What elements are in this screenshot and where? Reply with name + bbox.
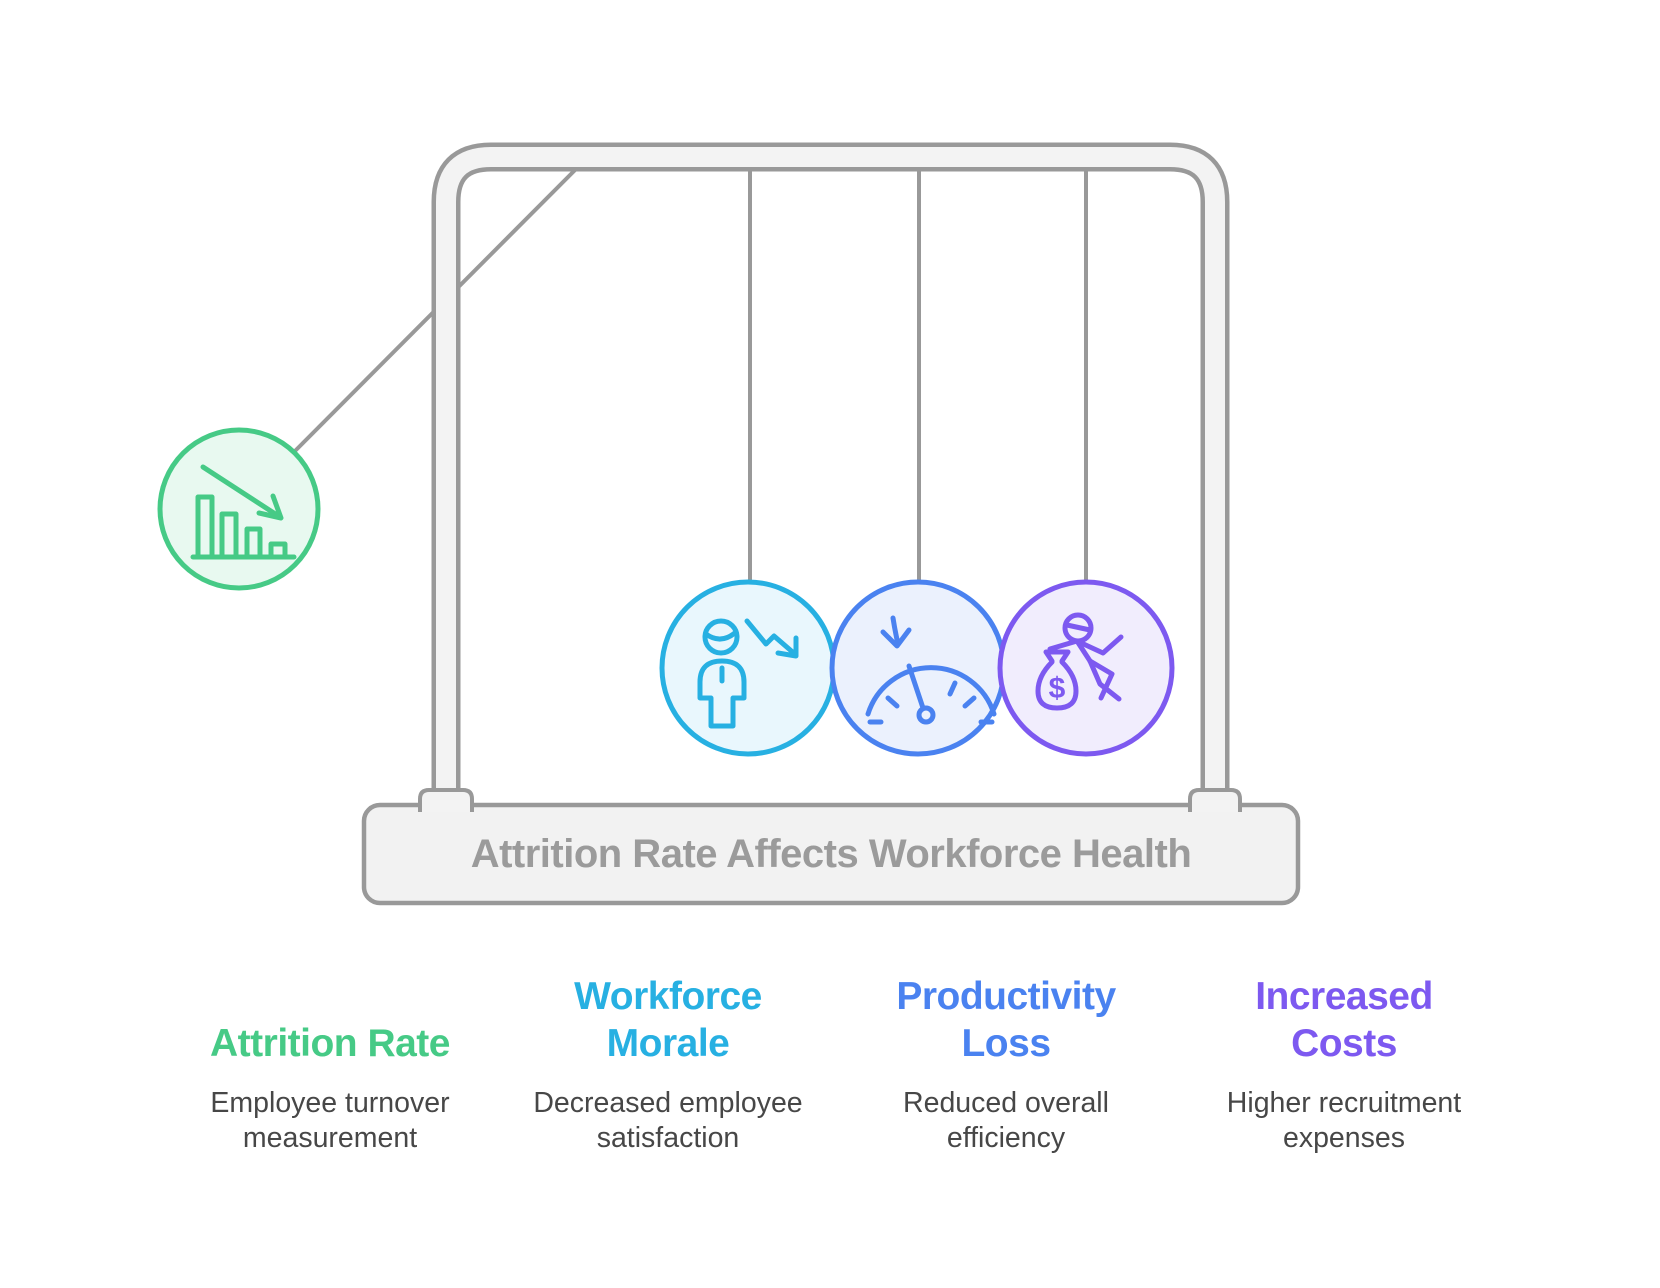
cradle-frame [431, 142, 1230, 793]
frame-fill [436, 147, 1225, 793]
ball-productivity-loss [829, 579, 1007, 757]
ball-circle [157, 427, 321, 591]
column-attrition-rate: Attrition Rate Employee turnover measure… [165, 973, 495, 1156]
description-line-1: Reduced overall [903, 1087, 1109, 1119]
pendulum-strings [292, 158, 1088, 590]
gauge-decline-icon [865, 615, 997, 725]
column-heading: Attrition Rate [165, 973, 495, 1067]
description-line-1: Employee turnover [210, 1087, 450, 1119]
column-heading: Workforce Morale [503, 973, 833, 1067]
column-workforce-morale: Workforce Morale Decreased employee sati… [503, 973, 833, 1156]
column-description: Employee turnover measurement [165, 1086, 495, 1156]
ball-circle [997, 579, 1175, 757]
ball-workforce-morale [659, 579, 837, 757]
heading-line-2: Costs [1291, 1022, 1397, 1065]
newtons-cradle-graphic: Attrition Rate Affects Workforce Health [157, 142, 1301, 906]
column-description: Reduced overall efficiency [841, 1086, 1171, 1156]
money-bag-runner-icon [1035, 612, 1124, 711]
column-description: Higher recruitment expenses [1179, 1086, 1509, 1156]
person-decline-icon [697, 618, 799, 729]
description-line-2: satisfaction [596, 1122, 740, 1154]
heading-line-2: Morale [606, 1022, 730, 1065]
heading-line-2: Loss [961, 1022, 1051, 1065]
declining-bar-chart-icon [190, 464, 297, 560]
description-line-2: measurement [242, 1122, 418, 1154]
left-foot [418, 788, 474, 812]
column-heading: Productivity Loss [841, 973, 1171, 1067]
heading-line-1: Productivity [896, 975, 1116, 1018]
heading-line-1: Increased [1255, 975, 1433, 1018]
dollar-sign: $ [1049, 672, 1066, 705]
column-heading: Increased Costs [1179, 973, 1509, 1067]
column-description: Decreased employee satisfaction [503, 1086, 833, 1156]
description-line-2: efficiency [946, 1122, 1066, 1154]
column-productivity-loss: Productivity Loss Reduced overall effici… [841, 973, 1171, 1156]
ball-increased-costs: $ [997, 579, 1175, 757]
cradle-base [361, 802, 1301, 906]
heading-line-2: Attrition Rate [210, 1022, 451, 1065]
description-line-1: Decreased employee [533, 1087, 803, 1119]
frame-feet [418, 788, 1242, 812]
column-increased-costs: Increased Costs Higher recruitment expen… [1179, 973, 1509, 1156]
description-line-2: expenses [1282, 1122, 1405, 1154]
right-foot [1188, 788, 1242, 812]
heading-line-1: Workforce [574, 975, 762, 1018]
base-title: Attrition Rate Affects Workforce Health [471, 832, 1192, 876]
description-line-1: Higher recruitment [1226, 1087, 1462, 1119]
ball-attrition-rate [157, 427, 321, 591]
ball-circle [659, 579, 837, 757]
